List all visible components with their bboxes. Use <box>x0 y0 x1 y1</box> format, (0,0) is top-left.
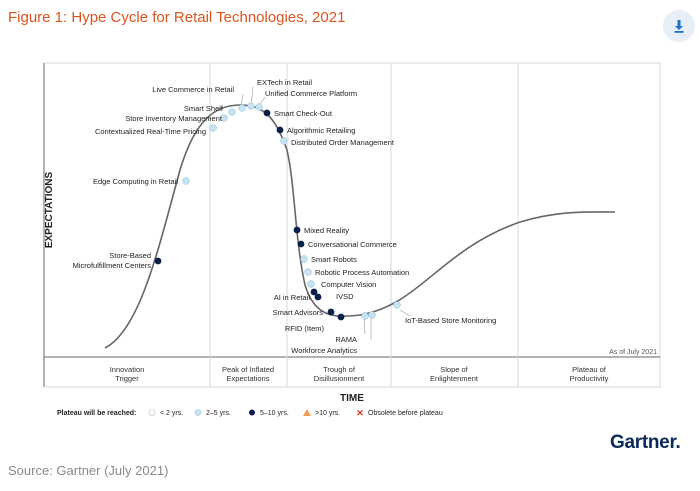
point-workforce-analytics[interactable] <box>368 311 376 319</box>
point-distributed-order-mgmt[interactable] <box>280 137 288 145</box>
phase-label: Slope of <box>440 365 468 374</box>
legend-label: < 2 yrs. <box>160 410 183 417</box>
date-note: As of July 2021 <box>609 349 657 356</box>
phase-label: Disillusionment <box>314 374 365 383</box>
point-rama[interactable] <box>361 312 369 320</box>
tech-label: Smart Advisors <box>273 308 324 317</box>
gartner-logo: Gartner. <box>610 432 681 454</box>
technology-labels: Store-Based Microfulfillment Centers Edg… <box>73 78 497 355</box>
tech-label: AI in Retail <box>274 293 311 302</box>
legend-label: Obsolete before plateau <box>368 410 443 417</box>
point-unified-commerce[interactable] <box>255 103 263 111</box>
point-rfid[interactable] <box>337 313 345 321</box>
download-icon <box>674 20 684 33</box>
tech-label: Store-Based <box>109 251 151 260</box>
y-axis-title: EXPECTATIONS <box>44 172 55 249</box>
legend-swatch-2-5 <box>194 409 202 416</box>
point-store-based-microfulfillment[interactable] <box>154 257 162 265</box>
tech-label: RFID (Item) <box>285 324 325 333</box>
tech-label: Contextualized Real-Time Pricing <box>95 127 206 136</box>
hype-curve <box>104 104 616 349</box>
phase-dividers <box>209 63 519 387</box>
phase-label: Plateau of <box>572 365 607 374</box>
point-mixed-reality[interactable] <box>293 226 301 234</box>
point-smart-robots[interactable] <box>300 255 308 263</box>
tech-label: Distributed Order Management <box>291 138 395 147</box>
tech-label: Unified Commerce Platform <box>265 89 357 98</box>
legend: Plateau will be reached: < 2 yrs. 2–5 yr… <box>57 408 443 418</box>
phase-label: Peak of Inflated <box>222 365 274 374</box>
tech-label: Computer Vision <box>321 280 376 289</box>
source-note: Source: Gartner (July 2021) <box>8 463 169 478</box>
point-conversational-commerce[interactable] <box>297 240 305 248</box>
tech-label: Live Commerce in Retail <box>152 85 234 94</box>
brand-dot: . <box>675 432 681 453</box>
tech-label: IoT-Based Store Monitoring <box>405 316 496 325</box>
phase-labels: Innovation Trigger Peak of Inflated Expe… <box>110 365 609 383</box>
point-ai-in-retail[interactable] <box>314 293 322 301</box>
tech-label: Edge Computing in Retail <box>93 177 178 186</box>
tech-label: RAMA <box>335 335 357 344</box>
point-smart-advisors[interactable] <box>327 308 335 316</box>
point-iot-store-monitoring[interactable] <box>393 301 401 309</box>
legend-swatch-lt2 <box>148 409 156 416</box>
point-live-commerce[interactable] <box>238 104 246 112</box>
brand-name: Gartner <box>610 432 676 453</box>
tech-label: Workforce Analytics <box>291 346 357 355</box>
tech-label: Smart Shelf <box>184 104 224 113</box>
point-rpa[interactable] <box>304 268 312 276</box>
phase-label: Expectations <box>227 374 270 383</box>
point-ivsd[interactable] <box>310 288 318 296</box>
point-smart-shelf[interactable] <box>228 108 236 116</box>
point-smart-check-out[interactable] <box>263 109 271 117</box>
point-extech[interactable] <box>247 102 255 110</box>
tech-label: Smart Robots <box>311 255 357 264</box>
tech-label: EXTech in Retail <box>257 78 312 87</box>
legend-swatch-gt10 <box>303 409 311 416</box>
legend-label: 2–5 yrs. <box>206 410 231 417</box>
legend-swatch-obsolete-icon: ✕ <box>356 408 364 418</box>
legend-swatch-5-10 <box>249 409 255 416</box>
phase-label: Trigger <box>115 374 139 383</box>
tech-label: Smart Check-Out <box>274 109 333 118</box>
point-edge-computing[interactable] <box>182 177 190 185</box>
phase-label: Productivity <box>570 374 609 383</box>
tech-label: Algorithmic Retailing <box>287 126 355 135</box>
tech-label: Conversational Commerce <box>308 240 397 249</box>
point-algorithmic-retailing[interactable] <box>276 126 284 134</box>
phase-label: Enlightenment <box>430 374 479 383</box>
tech-label: IVSD <box>336 292 354 301</box>
phase-label: Trough of <box>323 365 356 374</box>
leader-lines <box>240 86 411 340</box>
leader-line <box>399 309 411 317</box>
legend-label: >10 yrs. <box>315 410 340 417</box>
x-axis-title: TIME <box>340 393 364 404</box>
leader-line <box>363 317 366 335</box>
legend-title: Plateau will be reached: <box>57 410 136 417</box>
figure-title: Figure 1: Hype Cycle for Retail Technolo… <box>8 9 346 26</box>
point-store-inventory[interactable] <box>220 114 228 122</box>
phase-label: Innovation <box>110 365 145 374</box>
download-button[interactable] <box>663 10 695 42</box>
tech-label: Mixed Reality <box>304 226 349 235</box>
technology-points <box>154 102 401 321</box>
tech-label: Store Inventory Management <box>125 114 223 123</box>
legend-label: 5–10 yrs. <box>260 410 289 417</box>
tech-label: Microfulfillment Centers <box>73 261 152 270</box>
tech-label: Robotic Process Automation <box>315 268 409 277</box>
point-contextualized-pricing[interactable] <box>209 124 217 132</box>
point-computer-vision[interactable] <box>307 280 315 288</box>
